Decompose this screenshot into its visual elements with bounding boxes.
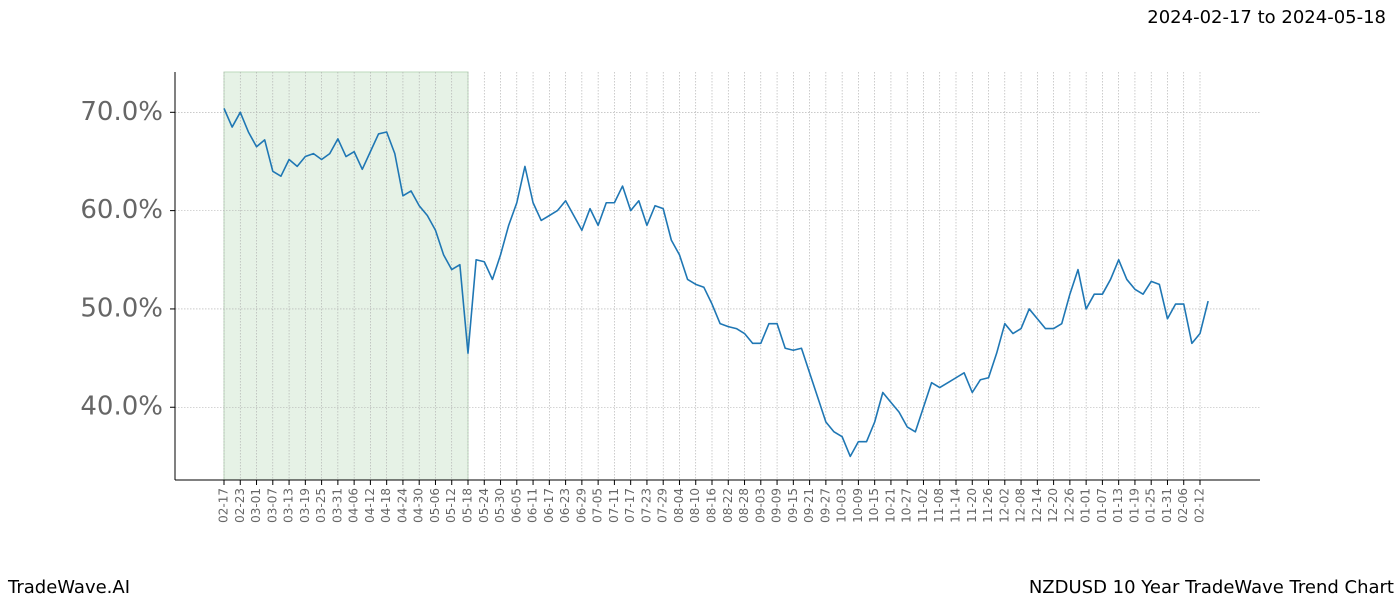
x-tick-label: 04-24 [395, 488, 409, 523]
x-tick-label: 01-25 [1144, 488, 1158, 523]
x-tick-label: 07-29 [656, 488, 670, 523]
x-tick-label: 01-01 [1079, 488, 1093, 523]
x-tick-label: 09-15 [786, 488, 800, 523]
x-tick-label: 06-11 [526, 488, 540, 523]
x-tick-label: 12-02 [997, 488, 1011, 523]
x-tick-label: 07-17 [623, 488, 637, 523]
x-tick-label: 08-28 [737, 488, 751, 523]
x-tick-label: 12-08 [1014, 488, 1028, 523]
subtitle: 2024-02-17 to 2024-05-18 [1147, 7, 1386, 28]
x-tick-label: 08-04 [672, 488, 686, 523]
x-tick-label: 01-07 [1095, 488, 1109, 523]
x-tick-label: 04-06 [347, 488, 361, 523]
x-tick-label: 07-05 [591, 488, 605, 523]
x-tick-label: 08-10 [688, 488, 702, 523]
x-tick-label: 09-09 [770, 488, 784, 523]
x-tick-label: 10-03 [835, 488, 849, 523]
x-tick-label: 10-27 [900, 488, 914, 523]
x-tick-label: 04-12 [363, 488, 377, 523]
x-tick-label: 11-20 [965, 488, 979, 523]
x-tick-label: 08-22 [721, 488, 735, 523]
x-tick-label: 01-13 [1111, 488, 1125, 523]
x-tick-label: 02-17 [217, 488, 231, 523]
x-tick-label: 03-19 [298, 488, 312, 523]
x-tick-label: 02-23 [233, 488, 247, 523]
x-tick-label: 05-30 [493, 488, 507, 523]
x-tick-label: 03-01 [249, 488, 263, 523]
x-tick-label: 06-05 [509, 488, 523, 523]
highlight-band [223, 71, 469, 481]
x-tick-label: 12-26 [1062, 488, 1076, 523]
x-tick-label: 03-13 [282, 488, 296, 523]
x-tick-label: 07-23 [639, 488, 653, 523]
x-tick-label: 10-21 [883, 488, 897, 523]
x-tick-label: 06-17 [542, 488, 556, 523]
x-tick-label: 09-21 [802, 488, 816, 523]
x-tick-label: 01-31 [1160, 488, 1174, 523]
x-tick-label: 05-24 [477, 488, 491, 523]
y-tick-label: 40.0% [80, 392, 163, 422]
chart-title: NZDUSD 10 Year TradeWave Trend Chart [1029, 577, 1394, 598]
x-tick-label: 01-19 [1127, 488, 1141, 523]
x-tick-label: 09-03 [753, 488, 767, 523]
x-tick-label: 03-25 [314, 488, 328, 523]
x-tick-label: 02-12 [1193, 488, 1207, 523]
x-tick-label: 11-08 [932, 488, 946, 523]
x-tick-label: 05-18 [461, 488, 475, 523]
x-tick-label: 12-20 [1046, 488, 1060, 523]
x-tick-label: 06-23 [558, 488, 572, 523]
x-tick-label: 06-29 [574, 488, 588, 523]
x-tick-label: 10-15 [867, 488, 881, 523]
x-tick-label: 05-12 [444, 488, 458, 523]
x-tick-label: 08-16 [705, 488, 719, 523]
y-tick-label: 60.0% [80, 195, 163, 225]
x-tick-label: 10-09 [851, 488, 865, 523]
brand: TradeWave.AI [7, 577, 130, 598]
line-series [223, 108, 1209, 458]
y-tick-label: 70.0% [80, 97, 163, 127]
x-tick-label: 05-06 [428, 488, 442, 523]
x-tick-label: 04-30 [412, 488, 426, 523]
x-tick-label: 02-06 [1176, 488, 1190, 523]
x-tick-label: 12-14 [1030, 488, 1044, 523]
x-tick-label: 09-27 [818, 488, 832, 523]
x-tick-label: 11-26 [981, 488, 995, 523]
x-tick-label: 03-07 [265, 488, 279, 523]
x-tick-label: 04-18 [379, 488, 393, 523]
x-tick-label: 07-11 [607, 488, 621, 523]
x-tick-label: 03-31 [330, 488, 344, 523]
x-tick-label: 11-14 [949, 488, 963, 523]
x-tick-label: 11-02 [916, 488, 930, 523]
y-tick-label: 50.0% [80, 293, 163, 323]
